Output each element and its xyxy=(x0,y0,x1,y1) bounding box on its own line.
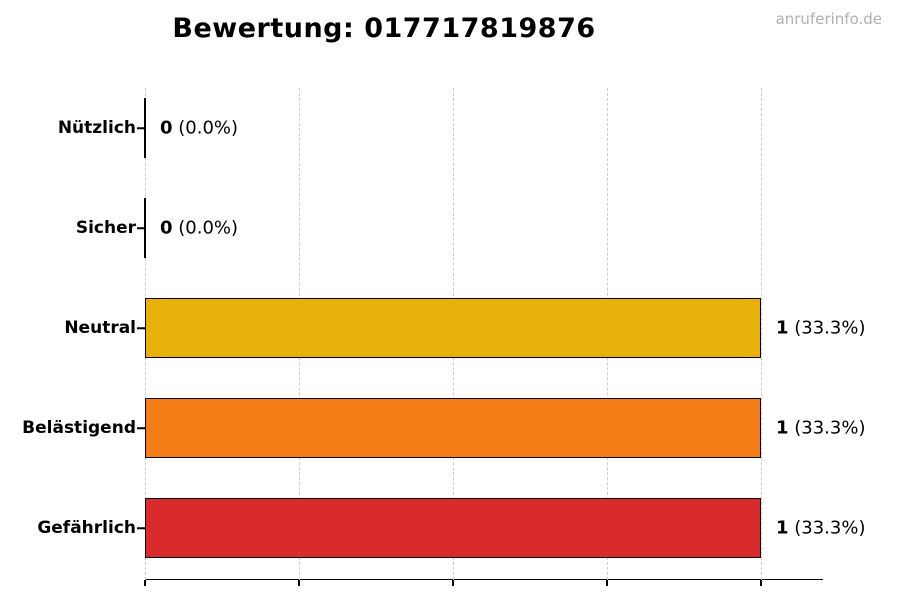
category-label: Neutral xyxy=(64,318,136,338)
zero-value-bar xyxy=(144,98,146,158)
value-label: 1 (33.3%) xyxy=(776,318,865,339)
bar xyxy=(145,398,761,458)
x-axis-line xyxy=(145,579,823,580)
value-percentage: (33.3%) xyxy=(788,517,866,539)
value-count: 1 xyxy=(776,517,789,539)
x-axis-tick xyxy=(606,580,608,586)
value-label: 0 (0.0%) xyxy=(160,118,238,139)
value-count: 0 xyxy=(160,217,173,239)
bar xyxy=(145,498,761,558)
bar xyxy=(145,298,761,358)
y-axis-tick xyxy=(137,327,145,329)
x-axis-tick xyxy=(144,580,146,586)
x-axis-tick xyxy=(452,580,454,586)
category-label: Nützlich xyxy=(57,118,136,138)
value-count: 0 xyxy=(160,117,173,139)
y-axis-tick xyxy=(137,427,145,429)
category-label: Gefährlich xyxy=(37,518,136,538)
value-label: 0 (0.0%) xyxy=(160,218,238,239)
category-label: Sicher xyxy=(75,218,136,238)
x-axis-tick xyxy=(760,580,762,586)
value-label: 1 (33.3%) xyxy=(776,418,865,439)
x-axis-tick xyxy=(298,580,300,586)
value-label: 1 (33.3%) xyxy=(776,518,865,539)
category-label: Belästigend xyxy=(22,418,136,438)
value-percentage: (0.0%) xyxy=(172,217,239,239)
gridline xyxy=(761,88,762,580)
y-axis-tick xyxy=(137,527,145,529)
watermark-text: anruferinfo.de xyxy=(775,10,882,28)
value-count: 1 xyxy=(776,417,789,439)
value-count: 1 xyxy=(776,317,789,339)
value-percentage: (33.3%) xyxy=(788,417,866,439)
value-percentage: (0.0%) xyxy=(172,117,239,139)
chart-title: Bewertung: 017717819876 xyxy=(172,13,596,44)
y-axis-tick xyxy=(137,227,145,229)
y-axis-tick xyxy=(137,127,145,129)
zero-value-bar xyxy=(144,198,146,258)
value-percentage: (33.3%) xyxy=(788,317,866,339)
